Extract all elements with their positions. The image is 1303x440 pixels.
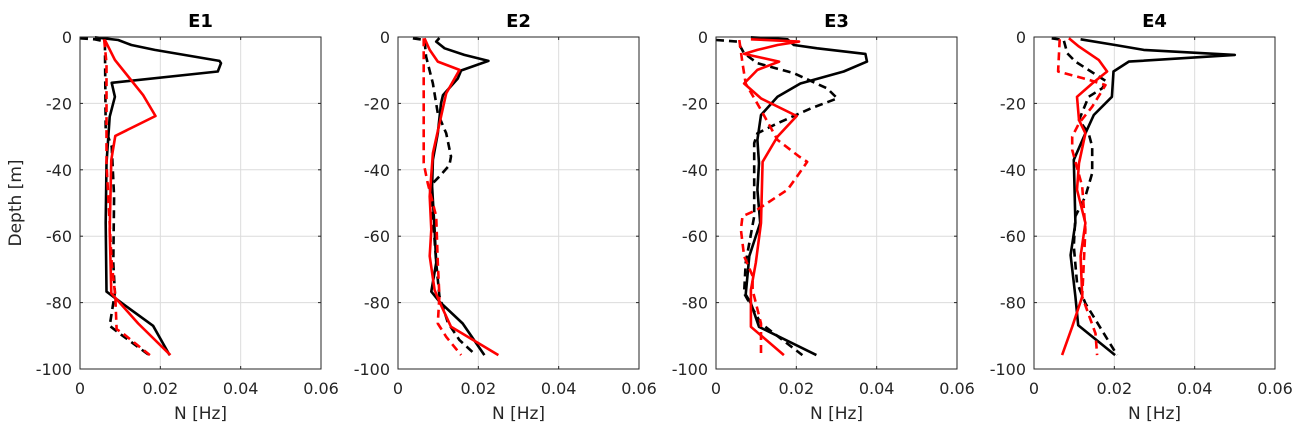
x-axis-label: N [Hz] (492, 404, 545, 424)
subplot-title: E1 (188, 11, 213, 32)
x-tick-label: 0.02 (779, 379, 815, 398)
y-tick-label: 0 (62, 28, 72, 47)
series-line-red-dashed (1056, 39, 1107, 356)
plot-area (1034, 37, 1275, 369)
y-tick-label: -100 (990, 360, 1026, 379)
axes-box (397, 36, 640, 370)
series-line-black-solid (1069, 38, 1237, 357)
y-tick-label: -20 (1000, 94, 1026, 113)
y-tick-label: -60 (46, 227, 72, 246)
subplot-e3: 0 0.02 0.04 0.06 0 -20 -40 -60 -80 -100 E3 N [Hz] (672, 11, 975, 424)
series-line-red-solid (103, 39, 172, 357)
y-tick-label: -80 (364, 294, 390, 313)
x-tick-label: 0 (711, 379, 721, 398)
y-tick-label: -60 (682, 227, 708, 246)
x-tick-label: 0.02 (461, 379, 497, 398)
x-axis-label: N [Hz] (1128, 404, 1181, 424)
series-line-red-solid (742, 38, 801, 357)
x-tick-label: 0.04 (541, 379, 577, 398)
plot-area (716, 37, 957, 369)
plot-area (80, 37, 321, 369)
subplot-title: E3 (824, 11, 849, 32)
axes-box (79, 36, 322, 370)
axes-box (1033, 36, 1276, 370)
axes-box (715, 36, 958, 370)
x-tick-label: 0.06 (303, 379, 339, 398)
series-line-black-dashed (1051, 37, 1119, 356)
x-tick-label: 0.06 (939, 379, 975, 398)
x-tick-label: 0.02 (143, 379, 179, 398)
series-line-black-dashed (79, 37, 151, 357)
y-tick-label: -40 (364, 161, 390, 180)
y-tick-label: -80 (46, 294, 72, 313)
x-tick-label: 0.04 (859, 379, 895, 398)
x-tick-label: 0.02 (1097, 379, 1133, 398)
y-tick-label: -40 (46, 161, 72, 180)
x-tick-label: 0.06 (621, 379, 657, 398)
subplot-title: E2 (506, 11, 531, 32)
subplot-e1: 0 0.02 0.04 0.06 0 -20 -40 -60 -80 -100 E1 N [Hz] De… (6, 11, 339, 424)
y-axis-label: Depth [m] (6, 159, 26, 246)
x-tick-label: 0.04 (1177, 379, 1213, 398)
y-tick-label: -20 (46, 94, 72, 113)
x-tick-label: 0 (1029, 379, 1039, 398)
y-tick-label: -100 (672, 360, 708, 379)
y-tick-label: -20 (364, 94, 390, 113)
x-tick-label: 0.04 (223, 379, 259, 398)
subplot-e4: 0 0.02 0.04 0.06 0 -20 -40 -60 -80 -100 E4 N [Hz] (990, 11, 1293, 424)
x-tick-label: 0.06 (1257, 379, 1293, 398)
x-tick-label: 0 (75, 379, 85, 398)
x-tick-label: 0 (393, 379, 403, 398)
x-axis-label: N [Hz] (810, 404, 863, 424)
y-tick-label: -20 (682, 94, 708, 113)
y-tick-label: -80 (682, 294, 708, 313)
series-line-red-dashed (422, 38, 463, 356)
y-tick-label: -100 (354, 360, 390, 379)
y-tick-label: 0 (380, 28, 390, 47)
y-tick-label: 0 (698, 28, 708, 47)
series-line-black-dashed (715, 38, 839, 357)
x-axis-label: N [Hz] (174, 404, 227, 424)
subplot-title: E4 (1142, 11, 1167, 32)
y-tick-label: -100 (36, 360, 72, 379)
y-tick-label: -40 (682, 161, 708, 180)
y-tick-label: -80 (1000, 294, 1026, 313)
y-tick-label: -40 (1000, 161, 1026, 180)
y-tick-label: 0 (1016, 28, 1026, 47)
y-tick-label: -60 (1000, 227, 1026, 246)
series-line-red-dashed (102, 39, 151, 357)
y-tick-label: -60 (364, 227, 390, 246)
subplot-e2: 0 0.02 0.04 0.06 0 -20 -40 -60 -80 -100 E2 N [Hz] (354, 11, 657, 424)
